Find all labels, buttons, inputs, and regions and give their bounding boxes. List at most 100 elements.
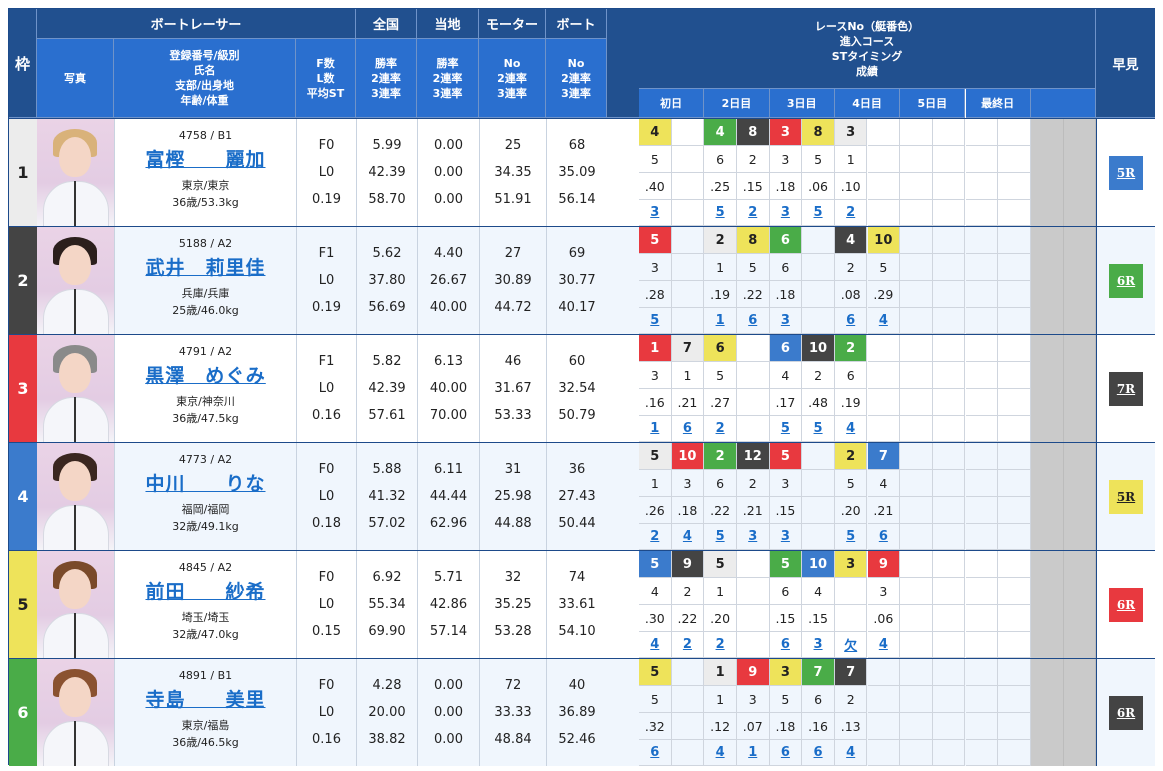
- finish-rank-link[interactable]: 5: [802, 416, 835, 442]
- st-timing: .15: [769, 497, 803, 524]
- finish-rank-link[interactable]: 5: [704, 524, 737, 550]
- finish-rank-link[interactable]: 1: [704, 308, 737, 334]
- st-timing: .22: [704, 497, 737, 524]
- l-count: L0: [318, 705, 335, 720]
- finish-rank-link[interactable]: 3: [639, 200, 672, 226]
- empty-cell: [965, 308, 999, 334]
- finish-rank-link[interactable]: 6: [802, 740, 835, 766]
- finish-rank-link[interactable]: 6: [769, 740, 803, 766]
- hayami-race-button[interactable]: 6R: [1109, 587, 1143, 622]
- finish-rank-link[interactable]: 3: [736, 524, 770, 550]
- racer-row: 1 4758 / B1 富樫 麗加 東京/東京 36歳/53.3kg F0 L0…: [9, 118, 1155, 226]
- label: 3連率: [561, 86, 591, 100]
- finish-rank-link[interactable]: 6: [834, 308, 868, 334]
- empty-cell: [900, 200, 933, 226]
- finish-rank-link[interactable]: 2: [704, 632, 737, 658]
- national-stats: 5.99 42.39 58.70: [356, 119, 417, 226]
- finish-rank-link[interactable]: 2: [834, 200, 868, 226]
- finish-rank-link[interactable]: 2: [639, 524, 672, 550]
- finish-rank-link[interactable]: 6: [769, 632, 803, 658]
- hayami-race-button[interactable]: 6R: [1109, 263, 1143, 298]
- entry-course: 5: [834, 470, 868, 497]
- boat-value-1: 68: [568, 138, 586, 153]
- national-value-1: 6.92: [372, 570, 402, 585]
- empty-cell: [671, 146, 705, 173]
- empty-cell: [671, 686, 705, 713]
- finish-rank-link[interactable]: 2: [704, 416, 737, 442]
- empty-cell: [900, 308, 933, 334]
- racer-name-link[interactable]: 前田 紗希: [145, 581, 266, 603]
- finish-rank-link[interactable]: 4: [834, 740, 868, 766]
- empty-cell: [998, 578, 1031, 605]
- finish-rank-link[interactable]: 4: [671, 524, 705, 550]
- label: 勝率: [375, 56, 397, 70]
- finish-rank-link[interactable]: 6: [867, 524, 901, 550]
- finish-rank-link[interactable]: 1: [736, 740, 770, 766]
- finish-rank-link[interactable]: 3: [802, 632, 835, 658]
- branch-birthplace: 東京/東京: [181, 179, 230, 192]
- hayami-race-button[interactable]: 5R: [1109, 479, 1143, 514]
- finish-rank-link[interactable]: 6: [736, 308, 770, 334]
- finish-rank-link[interactable]: 6: [671, 416, 705, 442]
- finish-rank-link[interactable]: 4: [867, 632, 901, 658]
- finish-rank-link[interactable]: 4: [867, 308, 901, 334]
- hayami-race-button[interactable]: 7R: [1109, 371, 1143, 406]
- finish-rank-link[interactable]: 6: [639, 740, 672, 766]
- race-number: 8: [802, 119, 835, 146]
- finish-rank-link[interactable]: 5: [639, 308, 672, 334]
- racer-info: 5188 / A2 武井 莉里佳 兵庫/兵庫 25歳/46.0kg: [114, 227, 296, 334]
- empty-cell: [802, 443, 835, 470]
- racer-name-link[interactable]: 武井 莉里佳: [145, 257, 266, 279]
- racer-name-link[interactable]: 富樫 麗加: [145, 149, 266, 171]
- racer-row: 4 4773 / A2 中川 りな 福岡/福岡 32歳/49.1kg F0 L0…: [9, 442, 1155, 550]
- national-value-1: 5.88: [372, 462, 402, 477]
- fl-st: F1 L0 0.16: [296, 335, 356, 442]
- finish-rank-link[interactable]: 3: [769, 200, 803, 226]
- branch-birthplace: 東京/神奈川: [176, 395, 235, 408]
- finish-rank-link[interactable]: 2: [671, 632, 705, 658]
- motor-value-3: 53.28: [494, 624, 532, 639]
- local-value-2: 44.44: [429, 489, 468, 504]
- empty-cell: [932, 740, 966, 766]
- hayami-race-button[interactable]: 6R: [1109, 695, 1143, 730]
- empty-cell: [736, 605, 770, 632]
- empty-cell: [867, 389, 901, 416]
- hayami-race-button[interactable]: 5R: [1109, 155, 1143, 190]
- header-racer: ボートレーサー: [37, 9, 356, 39]
- st-timing: .12: [704, 713, 737, 740]
- empty-cell: [900, 686, 933, 713]
- header-frame: 枠: [9, 9, 37, 118]
- registration-class: 4773 / A2: [178, 453, 233, 466]
- racer-name-link[interactable]: 中川 りな: [145, 473, 266, 495]
- gray-column: [1031, 119, 1096, 226]
- finish-rank-link[interactable]: 4: [704, 740, 737, 766]
- st-timing: .25: [704, 173, 737, 200]
- finish-rank-link[interactable]: 3: [769, 308, 803, 334]
- header-local: 当地: [417, 9, 479, 39]
- finish-rank-link[interactable]: 5: [802, 200, 835, 226]
- finish-rank-link[interactable]: 1: [639, 416, 672, 442]
- racer-name-link[interactable]: 黒澤 めぐみ: [145, 365, 266, 387]
- boat-value-2: 32.54: [558, 381, 596, 396]
- empty-cell: [867, 740, 901, 766]
- finish-rank-link[interactable]: 5: [769, 416, 803, 442]
- racer-info: 4845 / A2 前田 紗希 埼玉/埼玉 32歳/47.0kg: [114, 551, 296, 658]
- finish-rank-link[interactable]: 4: [639, 632, 672, 658]
- finish-rank-link[interactable]: 4: [834, 416, 868, 442]
- label: No: [567, 56, 585, 70]
- race-number: 8: [736, 119, 770, 146]
- empty-cell: [932, 632, 966, 658]
- finish-rank-link[interactable]: 5: [834, 524, 868, 550]
- fl-st: F0 L0 0.16: [296, 659, 356, 766]
- motor-stats: 31 25.98 44.88: [479, 443, 546, 550]
- racer-name-link[interactable]: 寺島 美里: [145, 689, 266, 711]
- empty-cell: [867, 362, 901, 389]
- finish-rank-link[interactable]: 欠: [834, 632, 868, 658]
- empty-cell: [998, 173, 1031, 200]
- finish-rank-link[interactable]: 2: [736, 200, 770, 226]
- finish-rank-link[interactable]: 5: [704, 200, 737, 226]
- avg-st: 0.16: [312, 732, 341, 747]
- boat-value-3: 52.46: [558, 732, 596, 747]
- finish-rank-link[interactable]: 3: [769, 524, 803, 550]
- st-timing: .21: [736, 497, 770, 524]
